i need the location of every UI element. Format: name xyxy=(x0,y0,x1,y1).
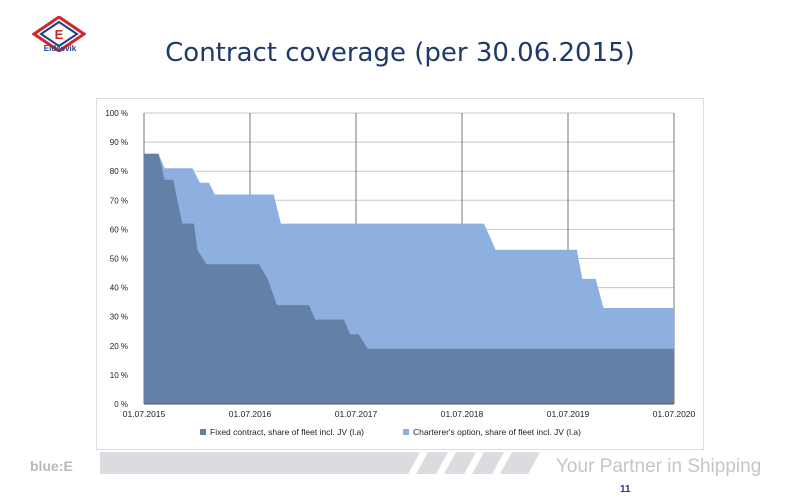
y-tick-label: 70 % xyxy=(110,196,128,205)
y-tick-label: 80 % xyxy=(110,167,128,176)
y-tick-label: 50 % xyxy=(110,255,128,264)
series-area-1 xyxy=(144,153,674,404)
x-tick-label: 01.07.2017 xyxy=(335,409,378,419)
footer-brand: blue:E xyxy=(30,458,73,474)
y-tick-label: 0 % xyxy=(114,400,128,409)
eidesvik-logo: E xyxy=(32,16,86,52)
y-tick-label: 40 % xyxy=(110,284,128,293)
contract-coverage-chart: 0 % 10 % 20 % 30 % 40 % 50 % 60 % 70 % 80 % 90 % 1… xyxy=(105,109,696,437)
legend-label-2: Charterer's option, share of fleet incl.… xyxy=(413,427,581,437)
logo-letter: E xyxy=(55,27,64,42)
y-tick-label: 100 % xyxy=(105,109,128,118)
diamond-logo-icon: E xyxy=(32,16,86,52)
y-tick-label: 20 % xyxy=(110,342,128,351)
legend-swatch-2 xyxy=(403,429,409,435)
y-tick-label: 60 % xyxy=(110,225,128,234)
y-tick-label: 10 % xyxy=(110,371,128,380)
y-tick-label: 30 % xyxy=(110,313,128,322)
x-tick-label: 01.07.2018 xyxy=(441,409,484,419)
page-number: 11 xyxy=(620,484,631,495)
footer-band xyxy=(100,452,540,474)
y-tick-label: 90 % xyxy=(110,138,128,147)
page-title: Contract coverage (per 30.06.2015) xyxy=(165,38,635,68)
x-tick-label: 01.07.2015 xyxy=(123,409,166,419)
x-tick-label: 01.07.2020 xyxy=(653,409,696,419)
footer-slogan: Your Partner in Shipping xyxy=(556,456,762,477)
legend-label-1: Fixed contract, share of fleet incl. JV … xyxy=(210,427,364,437)
logo-name: Eidesvik xyxy=(43,44,77,53)
chart-frame xyxy=(96,98,704,450)
x-tick-label: 01.07.2019 xyxy=(547,409,590,419)
legend-swatch-1 xyxy=(200,429,206,435)
x-tick-label: 01.07.2016 xyxy=(229,409,272,419)
